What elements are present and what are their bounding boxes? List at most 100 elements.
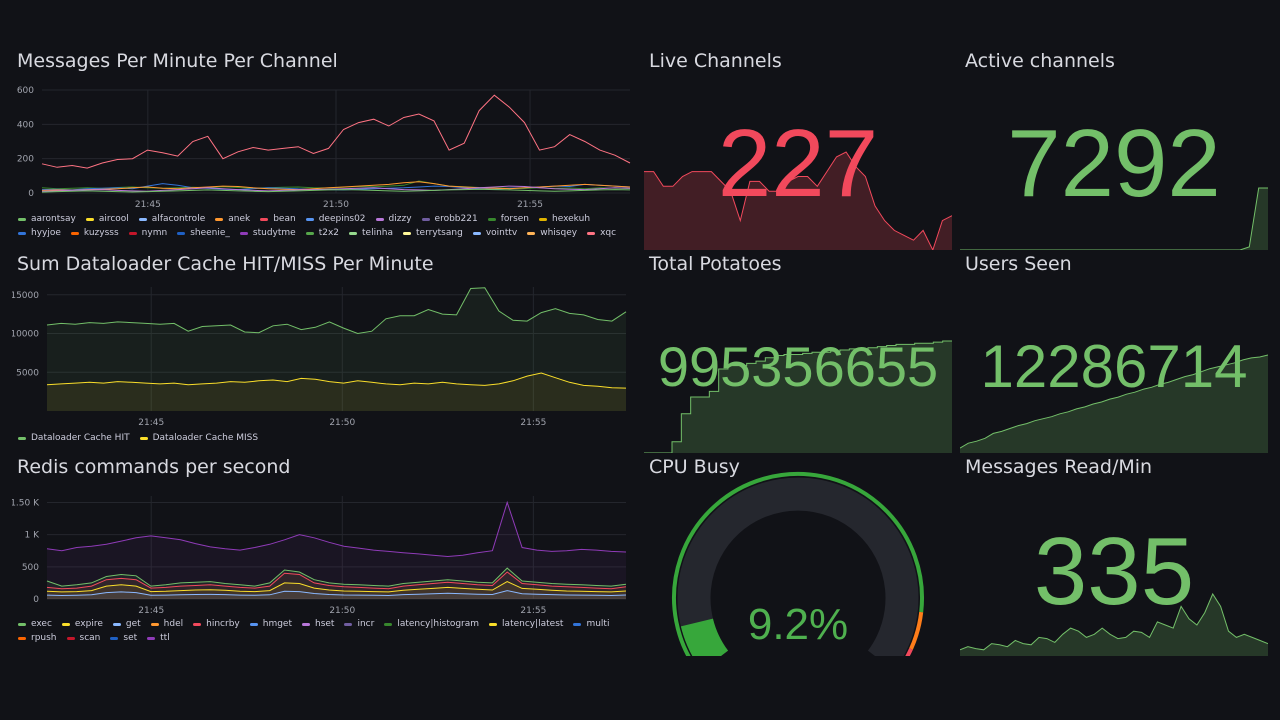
legend-item[interactable]: incr — [344, 619, 374, 629]
legend-item[interactable]: set — [110, 633, 137, 643]
sparkline — [644, 340, 952, 453]
threshold-crit — [905, 648, 913, 656]
legend-item[interactable]: hmget — [249, 619, 292, 629]
legend-swatch — [384, 622, 393, 626]
panel-title: Redis commands per second — [17, 456, 291, 478]
legend-item[interactable]: Dataloader Cache MISS — [139, 433, 259, 443]
sparkline-line — [644, 151, 952, 250]
legend-item[interactable]: hdel — [150, 619, 183, 629]
series-area — [47, 572, 626, 599]
legend-swatch — [18, 436, 26, 440]
legend-item[interactable]: hexekuh — [539, 214, 590, 224]
legend-label: studytme — [252, 228, 296, 238]
legend-item[interactable]: terrytsang — [403, 228, 463, 238]
cpu-gauge — [672, 471, 924, 656]
legend-item[interactable]: bean — [260, 214, 296, 224]
legend-item[interactable]: alfacontrole — [138, 214, 206, 224]
legend-item[interactable]: erobb221 — [421, 214, 478, 224]
x-tick-label: 21:50 — [323, 200, 349, 210]
legend-item[interactable]: aircool — [85, 214, 129, 224]
legend-swatch — [573, 622, 582, 626]
x-tick-label: 21:55 — [517, 200, 543, 210]
legend-label: latency|histogram — [397, 619, 480, 629]
legend-swatch — [344, 622, 353, 626]
legend-item[interactable]: sheenie_ — [177, 228, 230, 238]
legend-swatch — [61, 622, 70, 626]
legend-label: erobb221 — [434, 214, 478, 224]
legend-label: exec — [31, 619, 52, 629]
legend-item[interactable]: hincrby — [193, 619, 240, 629]
legend-label: terrytsang — [416, 228, 463, 238]
legend-label: expire — [74, 619, 103, 629]
legend-item[interactable]: hset — [302, 619, 334, 629]
series-line — [46, 567, 627, 587]
legend-label: telinha — [362, 228, 394, 238]
chart-legend: exec expire get hdel hincrby hmget hset incr lat… — [18, 619, 618, 643]
panel-title: Active channels — [965, 50, 1115, 72]
legend-swatch — [489, 622, 498, 626]
chart-legend: Dataloader Cache HIT Dataloader Cache MIS… — [18, 433, 618, 443]
legend-item[interactable]: kuzysss — [70, 228, 119, 238]
dataloader-chart[interactable]: 5000 10000 15000 21:45 21:50 21:55 — [12, 253, 632, 431]
legend-swatch — [70, 231, 79, 235]
sparkline-line — [960, 592, 1268, 651]
legend-label: latency|latest — [502, 619, 564, 629]
panel-title: Messages Read/Min — [965, 456, 1153, 478]
legend-item[interactable]: t2x2 — [305, 228, 339, 238]
legend-swatch — [527, 231, 536, 235]
legend-label: forsen — [500, 214, 530, 224]
legend-swatch — [85, 217, 94, 221]
legend-swatch — [249, 622, 258, 626]
legend-label: kuzysss — [83, 228, 119, 238]
legend-swatch — [128, 231, 137, 235]
messages-chart[interactable]: 0 200 400 600 21:45 21:50 21:55 — [12, 50, 632, 210]
panel-dataloader: Sum Dataloader Cache HIT/MISS Per Minute… — [12, 253, 632, 453]
series-area — [47, 287, 626, 411]
legend-item[interactable]: vointtv — [472, 228, 518, 238]
sparkline — [960, 187, 1268, 250]
legend-swatch — [18, 217, 26, 221]
series-line — [41, 185, 631, 192]
gauge-value: 9.2% — [747, 600, 849, 649]
legend-item[interactable]: get — [112, 619, 141, 629]
y-tick-label: 400 — [17, 120, 34, 130]
legend-item[interactable]: latency|latest — [489, 619, 563, 629]
legend-item[interactable]: dizzy — [375, 214, 412, 224]
legend-item[interactable]: rpush — [18, 633, 57, 643]
legend-swatch — [305, 231, 314, 235]
legend-label: vointtv — [485, 228, 518, 238]
series-line — [46, 500, 627, 558]
legend-item[interactable]: telinha — [349, 228, 393, 238]
legend-item[interactable]: whisqey — [527, 228, 577, 238]
legend-item[interactable]: Dataloader Cache HIT — [18, 433, 130, 443]
legend-swatch — [421, 217, 430, 221]
legend-item[interactable]: nymn — [128, 228, 167, 238]
legend-item[interactable]: forsen — [487, 214, 530, 224]
panel-active-channels: Active channels 7292 — [960, 50, 1268, 250]
legend-item[interactable]: expire — [61, 619, 103, 629]
panel-live-channels: Live Channels 227 — [644, 50, 952, 250]
legend-item[interactable]: scan — [66, 633, 100, 643]
legend-item[interactable]: ttl — [147, 633, 170, 643]
legend-item[interactable]: anek — [215, 214, 250, 224]
series-area — [47, 568, 626, 599]
legend-item[interactable]: studytme — [239, 228, 296, 238]
legend-item[interactable]: hyyjoe — [18, 228, 61, 238]
panel-title: CPU Busy — [649, 456, 740, 478]
legend-swatch — [139, 436, 148, 440]
sparkline — [644, 151, 952, 250]
legend-label: alfacontrole — [151, 214, 206, 224]
legend-item[interactable]: deepins02 — [305, 214, 366, 224]
legend-label: get — [125, 619, 141, 629]
legend-label: Dataloader Cache MISS — [152, 433, 259, 443]
x-tick-label: 21:50 — [329, 606, 355, 616]
legend-item[interactable]: xqc — [587, 228, 616, 238]
redis-chart[interactable]: 0 500 1 K 1.50 K 21:45 21:50 21:55 — [12, 456, 632, 616]
panel-title: Live Channels — [649, 50, 782, 72]
legend-item[interactable]: aarontsay — [18, 214, 76, 224]
legend-label: aircool — [98, 214, 129, 224]
legend-item[interactable]: exec — [18, 619, 52, 629]
legend-label: xqc — [600, 228, 617, 238]
legend-item[interactable]: multi — [573, 619, 609, 629]
legend-item[interactable]: latency|histogram — [384, 619, 479, 629]
